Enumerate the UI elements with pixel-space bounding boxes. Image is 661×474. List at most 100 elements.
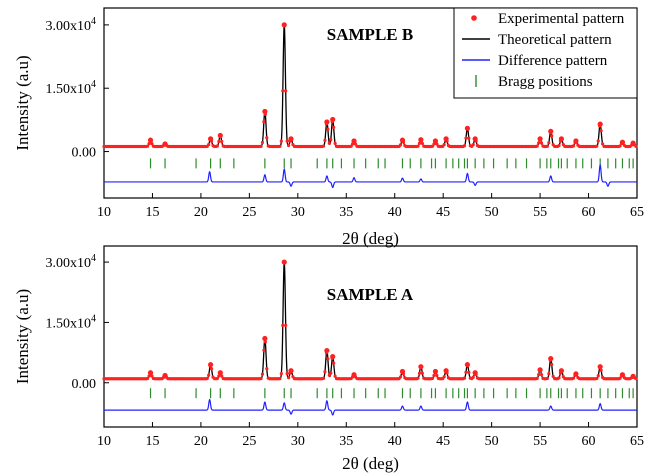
experimental-point (215, 376, 219, 381)
experimental-pattern-points (102, 259, 638, 381)
experimental-point (430, 144, 435, 148)
experimental-point (321, 144, 326, 148)
experimental-point (285, 371, 289, 376)
y-axis-label: Intensity (a.u) (13, 289, 32, 384)
experimental-point (398, 375, 403, 379)
y-tick-exponent: 4 (91, 79, 96, 90)
y-tick-exponent: 4 (91, 16, 96, 27)
experimental-point (323, 138, 327, 142)
legend-entry: Difference pattern (462, 53, 608, 69)
experimental-point (327, 141, 331, 145)
experimental-point (285, 139, 289, 143)
experimental-point (445, 139, 449, 143)
experimental-point (420, 371, 424, 375)
panel-sample-b: 10 15 20 25 30 35 40 45 50 55 60 650.001.50x1043.00… (13, 7, 644, 248)
experimental-point (547, 141, 551, 145)
x-tick-label: 30 (291, 205, 305, 220)
experimental-point (147, 141, 151, 146)
experimental-point (571, 376, 576, 380)
y-tick-label: 0.00 (72, 146, 97, 161)
x-tick-label: 40 (388, 434, 402, 449)
bragg-positions (149, 388, 634, 399)
x-tick-label: 40 (388, 205, 402, 220)
experimental-point (560, 137, 564, 142)
experimental-point (560, 369, 564, 373)
plot-frame (103, 7, 638, 199)
y-tick-label: 3.00x104 (46, 16, 97, 34)
experimental-point (323, 370, 327, 374)
x-tick-label: 20 (194, 434, 208, 449)
experimental-point (215, 144, 219, 148)
experimental-point (539, 141, 544, 145)
experimental-point (218, 371, 222, 375)
experimental-point (417, 371, 422, 375)
x-tick-label: 60 (582, 205, 596, 220)
experimental-point (538, 137, 542, 141)
experimental-point (416, 376, 420, 380)
experimental-point (262, 120, 266, 124)
y-tick-label: 3.00x104 (46, 253, 97, 271)
experimental-point (419, 138, 423, 142)
experimental-point (634, 144, 638, 148)
experimental-point (430, 376, 435, 381)
legend-entry: Bragg positions (475, 74, 593, 90)
legend-box (453, 7, 638, 99)
y-tick-mantissa: 3.00x10 (46, 19, 92, 34)
experimental-point (350, 142, 355, 146)
theoretical-pattern-line (104, 262, 637, 380)
experimental-point (599, 129, 603, 133)
experimental-point (332, 361, 336, 365)
experimental-point (599, 368, 603, 372)
experimental-point (557, 144, 561, 148)
y-tick-label: 0.00 (72, 377, 97, 392)
x-tick-label: 60 (582, 434, 596, 449)
experimental-point (259, 144, 263, 148)
experimental-point (545, 376, 549, 381)
experimental-point (621, 141, 625, 145)
experimental-point (148, 138, 153, 142)
experimental-point (462, 376, 467, 380)
experimental-point (464, 370, 468, 374)
x-tick-label: 45 (436, 205, 450, 220)
experimental-point (398, 143, 403, 147)
x-tick-label: 20 (194, 205, 208, 220)
experimental-point (150, 141, 154, 146)
experimental-point (265, 367, 269, 371)
bragg-positions (149, 158, 634, 169)
experimental-point (419, 365, 423, 369)
legend-label: Bragg positions (498, 74, 593, 90)
experimental-point (349, 144, 353, 148)
experimental-point (420, 141, 424, 145)
y-tick-label: 1.50x104 (46, 313, 97, 331)
experimental-point (207, 142, 211, 147)
experimental-point (535, 144, 539, 148)
experimental-point (324, 351, 329, 355)
experimental-point (332, 125, 336, 129)
experimental-point (465, 126, 470, 130)
x-tick-label: 25 (242, 205, 256, 220)
difference-pattern-line (104, 163, 637, 189)
experimental-point (259, 376, 263, 381)
experimental-pattern-points (102, 22, 638, 149)
y-tick-mantissa: 0.00 (72, 377, 97, 392)
experimental-point (435, 373, 439, 378)
experimental-point (333, 141, 337, 146)
experimental-point (417, 141, 422, 145)
experimental-point (467, 370, 471, 374)
experimental-point (289, 369, 294, 373)
x-axis-label: 2θ (deg) (342, 454, 399, 473)
difference-pattern-line (104, 398, 637, 416)
legend: Experimental pattern Theoretical pattern D… (453, 7, 638, 99)
x-tick-label: 45 (436, 434, 450, 449)
experimental-point (433, 139, 438, 143)
experimental-point (148, 371, 153, 375)
experimental-point (150, 374, 154, 378)
experimental-point (535, 376, 539, 380)
experimental-point (260, 140, 265, 145)
experimental-point (432, 373, 436, 378)
experimental-point (263, 340, 267, 344)
experimental-point (596, 374, 600, 378)
experimental-point (284, 323, 288, 327)
experimental-point (416, 144, 420, 148)
experimental-point (433, 369, 438, 374)
